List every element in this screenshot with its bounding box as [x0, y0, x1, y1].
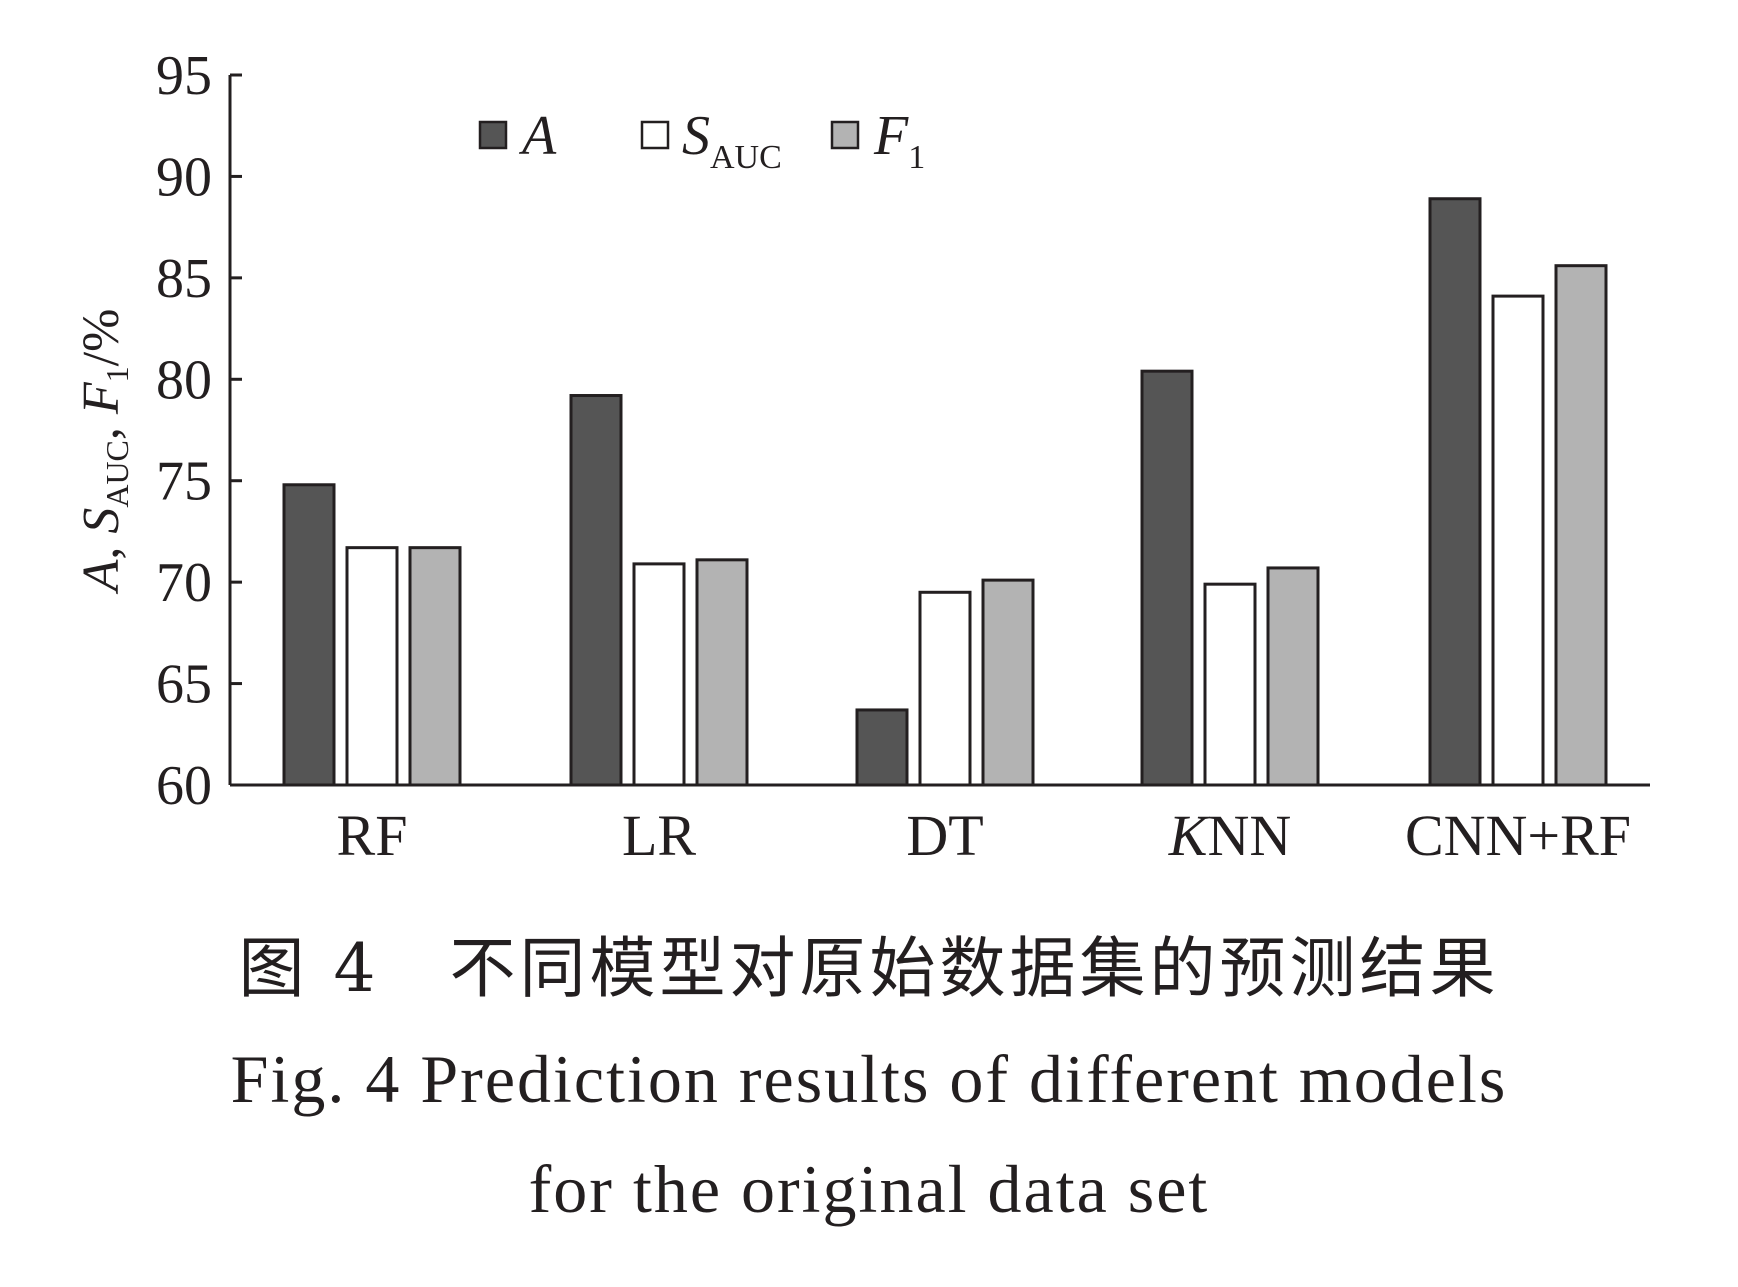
figure-caption-english-line1: Fig. 4 Prediction results of different m…	[230, 1041, 1508, 1117]
legend-label-sauc: SAUC	[682, 105, 782, 176]
y-axis-title-f-sub: 1	[99, 366, 135, 382]
y-tick-label: 85	[156, 248, 212, 310]
bar-lr-a	[569, 394, 623, 787]
bar-knn-f-1	[1266, 566, 1320, 787]
y-axis-title-s: S	[73, 508, 130, 534]
y-axis-title-s-sub: AUC	[99, 440, 135, 508]
bar-dt-f-1	[981, 578, 1035, 787]
y-axis-title-sep2: ,	[73, 414, 130, 440]
svg-text:A, SAUC, F1/%: A, SAUC, F1/%	[73, 309, 135, 595]
legend-label-a-main: A	[518, 105, 557, 167]
bar-knn-s-auc	[1203, 582, 1257, 787]
bar-lr-s-auc	[632, 562, 686, 787]
y-tick-label: 75	[156, 451, 212, 513]
y-tick-label: 95	[156, 45, 212, 107]
legend-label-f1-sub: 1	[908, 139, 925, 176]
bar-knn-a	[1140, 369, 1194, 787]
y-axis-title-sep1: ,	[73, 534, 130, 560]
y-tick-label: 70	[156, 552, 212, 614]
legend-label-a: A	[518, 105, 557, 167]
bar-dt-a	[855, 708, 909, 787]
y-axis-title-unit: /%	[73, 309, 130, 367]
bar-rf-s-auc	[345, 546, 399, 787]
y-tick-label: 65	[156, 654, 212, 716]
bar-rf-f-1	[408, 546, 462, 787]
legend-label-f1-main: F	[873, 105, 909, 167]
legend-swatch-f1	[830, 120, 860, 150]
bar-cnn-rf-f-1	[1554, 264, 1608, 787]
x-tick-label: RF	[337, 803, 408, 868]
y-axis-title-a: A	[73, 559, 130, 594]
figure-caption-chinese: 图 4 不同模型对原始数据集的预测结果	[238, 930, 1500, 1007]
legend-label-sauc-sub: AUC	[710, 139, 782, 176]
legend-label-sauc-main: S	[682, 105, 710, 167]
y-tick-label: 90	[156, 146, 212, 208]
y-tick-label: 80	[156, 349, 212, 411]
y-axis-ticks: 60 65 70 75 80 85 90 95	[156, 45, 242, 817]
bar-cnn-rf-s-auc	[1491, 294, 1545, 787]
y-axis-title: A, SAUC, F1/%	[73, 309, 135, 595]
figure-caption-english-line2: for the original data set	[528, 1151, 1210, 1227]
y-tick-label: 60	[156, 755, 212, 817]
legend-swatch-a	[478, 120, 508, 150]
y-axis-title-f: F	[73, 381, 130, 415]
x-tick-label: LR	[622, 803, 696, 868]
bar-cnn-rf-a	[1428, 197, 1482, 787]
legend: A SAUC F1	[478, 105, 925, 176]
bar-dt-s-auc	[918, 590, 972, 787]
bars	[282, 197, 1608, 787]
x-tick-label: DT	[906, 803, 983, 868]
legend-label-f1: F1	[873, 105, 925, 176]
legend-swatch-sauc	[640, 120, 670, 150]
x-tick-label: CNN+RF	[1405, 803, 1631, 868]
x-axis-labels: RF LR DT KNN CNN+RF	[337, 803, 1632, 868]
x-tick-label: KNN	[1168, 803, 1291, 868]
bar-lr-f-1	[695, 558, 749, 787]
bar-rf-a	[282, 483, 336, 787]
